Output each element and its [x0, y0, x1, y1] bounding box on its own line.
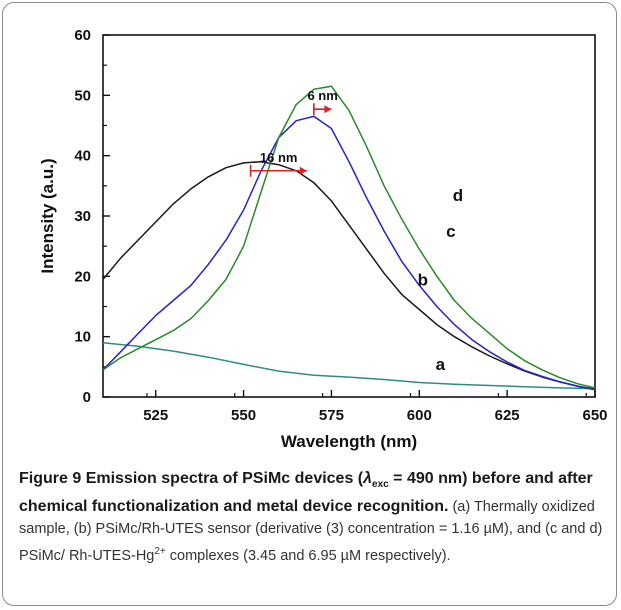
series-label-b: b	[418, 270, 428, 289]
y-tick-label: 30	[74, 208, 91, 225]
series-label-d: d	[453, 186, 463, 205]
x-tick-label: 550	[231, 407, 256, 424]
plot-frame	[102, 34, 596, 398]
y-tick-label: 0	[83, 389, 91, 406]
caption-title: Emission spectra of PSiMc devices (λexc …	[19, 470, 593, 515]
x-tick-label: 600	[407, 407, 432, 424]
x-tick-label: 625	[495, 407, 520, 424]
series-label-c: c	[446, 222, 455, 241]
caption-body: (a) Thermally oxidized sample, (b) PSiMc…	[19, 498, 603, 564]
x-tick-label: 650	[582, 407, 607, 424]
y-tick-label: 40	[74, 148, 91, 165]
series-line-a	[102, 341, 596, 390]
series-label-a: a	[436, 355, 446, 374]
x-tick-label: 575	[319, 407, 344, 424]
y-axis-label: Intensity (a.u.)	[38, 158, 57, 273]
y-tick-label: 60	[74, 27, 91, 44]
y-tick-label: 20	[74, 268, 91, 285]
emission-spectra-chart: 525 550 575 600 625 650 0 10 20 30 40 50 60 Wavelengt…	[38, 27, 608, 451]
annotation-label: 16 nm	[260, 150, 298, 165]
y-tick-label: 10	[74, 329, 91, 346]
caption-label: Figure 9	[19, 470, 82, 487]
annotation-label: 6 nm	[307, 88, 337, 103]
annotation-arrow-head	[324, 105, 332, 114]
x-tick-label: 525	[143, 407, 168, 424]
figure-caption: Figure 9 Emission spectra of PSiMc devic…	[19, 468, 609, 567]
annotation-arrow-head	[299, 166, 307, 175]
y-tick-label: 50	[74, 87, 91, 104]
series-line-d	[102, 85, 596, 389]
x-axis-label: Wavelength (nm)	[281, 432, 417, 451]
series-line-c	[102, 115, 596, 391]
series-line-b	[102, 160, 596, 390]
